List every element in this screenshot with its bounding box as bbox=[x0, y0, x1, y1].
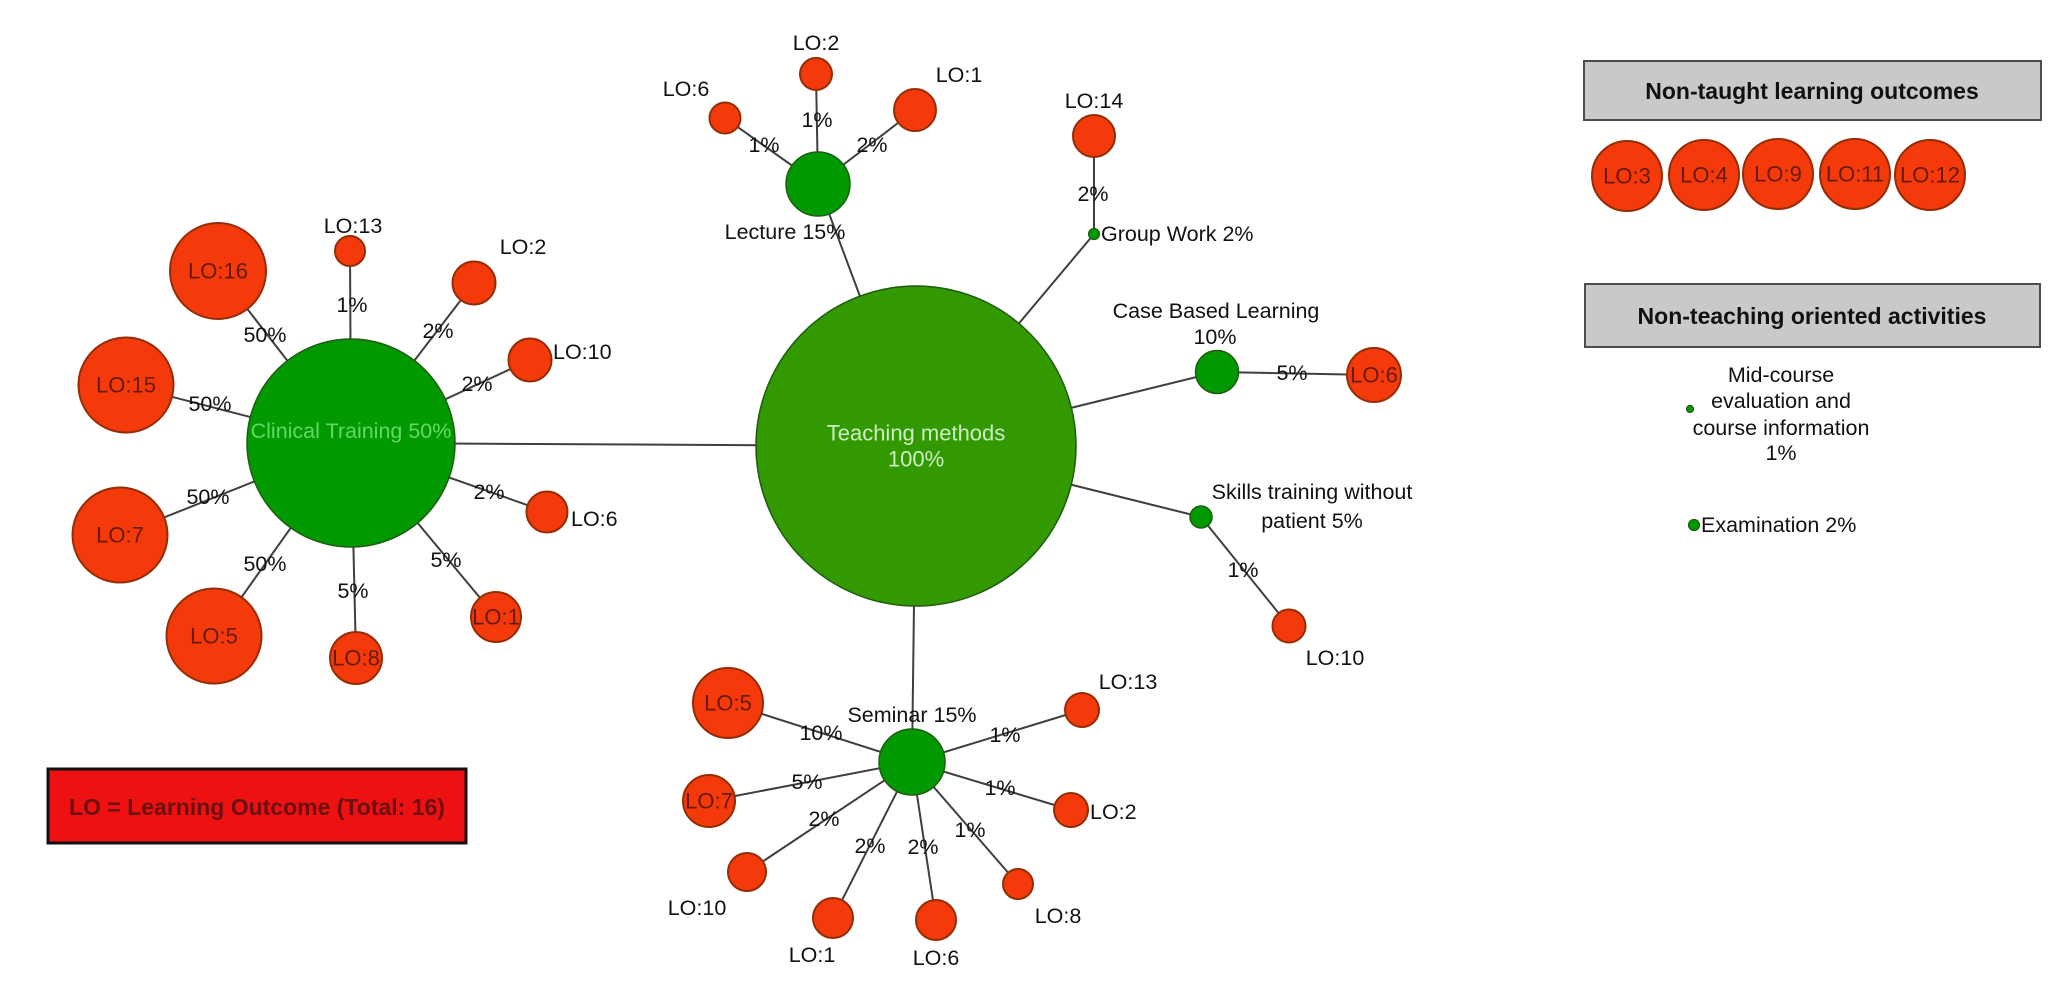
svg-text:1%: 1% bbox=[954, 818, 985, 842]
svg-text:LO:9: LO:9 bbox=[1754, 162, 1802, 187]
svg-text:10%: 10% bbox=[1193, 325, 1236, 349]
svg-text:LO:10: LO:10 bbox=[1306, 646, 1365, 670]
svg-text:LO:13: LO:13 bbox=[324, 214, 383, 238]
svg-text:2%: 2% bbox=[473, 480, 504, 504]
svg-text:LO:2: LO:2 bbox=[1090, 800, 1137, 824]
svg-text:LO:7: LO:7 bbox=[96, 523, 144, 548]
svg-text:Group Work 2%: Group Work 2% bbox=[1101, 222, 1254, 246]
svg-text:2%: 2% bbox=[808, 807, 839, 831]
svg-text:LO:5: LO:5 bbox=[704, 691, 752, 716]
svg-text:Seminar 15%: Seminar 15% bbox=[847, 703, 976, 727]
svg-text:Mid-course: Mid-course bbox=[1728, 363, 1834, 387]
svg-text:5%: 5% bbox=[791, 770, 822, 794]
svg-text:Clinical Training 50%: Clinical Training 50% bbox=[251, 419, 452, 443]
svg-text:LO:10: LO:10 bbox=[553, 340, 612, 364]
svg-text:LO:1: LO:1 bbox=[789, 943, 836, 967]
svg-text:2%: 2% bbox=[907, 835, 938, 859]
svg-text:LO:13: LO:13 bbox=[1099, 670, 1158, 694]
svg-text:Teaching methods: Teaching methods bbox=[827, 421, 1006, 446]
svg-text:LO:6: LO:6 bbox=[663, 77, 710, 101]
svg-text:LO:6: LO:6 bbox=[913, 946, 960, 970]
svg-text:2%: 2% bbox=[422, 319, 453, 343]
svg-text:LO:15: LO:15 bbox=[96, 373, 156, 398]
svg-text:LO:8: LO:8 bbox=[332, 646, 380, 671]
svg-text:5%: 5% bbox=[430, 548, 461, 572]
svg-text:LO:1: LO:1 bbox=[936, 63, 983, 87]
svg-text:Case Based Learning: Case Based Learning bbox=[1113, 299, 1320, 323]
svg-text:LO:5: LO:5 bbox=[190, 624, 238, 649]
svg-text:Lecture 15%: Lecture 15% bbox=[725, 220, 846, 244]
svg-text:patient 5%: patient 5% bbox=[1261, 509, 1363, 533]
svg-text:LO:6: LO:6 bbox=[571, 507, 618, 531]
svg-text:LO:16: LO:16 bbox=[188, 259, 248, 284]
svg-text:50%: 50% bbox=[188, 392, 231, 416]
svg-text:LO:12: LO:12 bbox=[1900, 163, 1960, 188]
svg-text:LO:8: LO:8 bbox=[1035, 904, 1082, 928]
svg-text:1%: 1% bbox=[801, 108, 832, 132]
svg-text:LO:11: LO:11 bbox=[1826, 162, 1884, 187]
svg-text:LO:10: LO:10 bbox=[668, 896, 727, 920]
svg-text:50%: 50% bbox=[243, 323, 286, 347]
svg-text:course information: course information bbox=[1693, 416, 1870, 440]
svg-text:1%: 1% bbox=[989, 723, 1020, 747]
svg-text:100%: 100% bbox=[888, 447, 944, 472]
svg-text:2%: 2% bbox=[1077, 182, 1108, 206]
svg-text:LO:6: LO:6 bbox=[1350, 363, 1398, 388]
svg-text:LO:1: LO:1 bbox=[472, 605, 520, 630]
svg-text:LO:2: LO:2 bbox=[793, 31, 840, 55]
svg-text:2%: 2% bbox=[854, 834, 885, 858]
svg-text:50%: 50% bbox=[243, 552, 286, 576]
svg-text:1%: 1% bbox=[336, 293, 367, 317]
svg-text:LO:2: LO:2 bbox=[500, 235, 547, 259]
svg-text:2%: 2% bbox=[856, 133, 887, 157]
svg-text:LO = Learning Outcome (Total:: LO = Learning Outcome (Total: 16) bbox=[69, 794, 445, 820]
svg-text:10%: 10% bbox=[799, 721, 842, 745]
svg-text:Non-taught learning outcomes: Non-taught learning outcomes bbox=[1645, 78, 1979, 104]
svg-text:Examination 2%: Examination 2% bbox=[1701, 513, 1856, 537]
svg-text:1%: 1% bbox=[984, 776, 1015, 800]
svg-text:LO:14: LO:14 bbox=[1065, 89, 1124, 113]
svg-text:LO:7: LO:7 bbox=[685, 789, 733, 814]
svg-text:50%: 50% bbox=[186, 485, 229, 509]
svg-text:Non-teaching oriented activiti: Non-teaching oriented activities bbox=[1638, 303, 1987, 329]
svg-text:5%: 5% bbox=[337, 579, 368, 603]
svg-text:1%: 1% bbox=[748, 133, 779, 157]
svg-text:LO:3: LO:3 bbox=[1603, 164, 1651, 189]
svg-text:1%: 1% bbox=[1227, 558, 1258, 582]
svg-text:LO:4: LO:4 bbox=[1680, 163, 1728, 188]
svg-text:2%: 2% bbox=[461, 372, 492, 396]
svg-text:5%: 5% bbox=[1276, 361, 1307, 385]
svg-text:evaluation and: evaluation and bbox=[1711, 389, 1851, 413]
svg-text:Skills training without: Skills training without bbox=[1212, 480, 1413, 504]
svg-text:1%: 1% bbox=[1765, 441, 1796, 465]
